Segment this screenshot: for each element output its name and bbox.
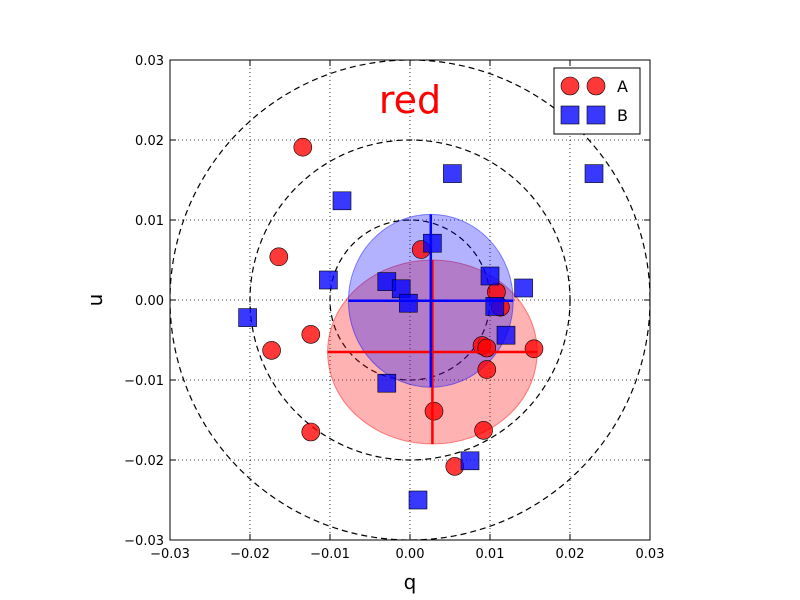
point-a (524, 339, 544, 359)
legend-marker-a (586, 76, 606, 96)
y-tick-label: 0.03 (135, 54, 164, 69)
reference-circle (249, 139, 571, 461)
legend-marker-b (560, 105, 580, 125)
point-b (480, 266, 500, 286)
point-b (423, 233, 442, 253)
point-a (424, 401, 444, 421)
y-tick-label: 0.02 (135, 134, 164, 149)
data-points (238, 137, 604, 510)
point-a (474, 421, 493, 440)
point-a (269, 247, 289, 267)
x-tick-label: 0.00 (396, 547, 425, 562)
point-b (377, 373, 397, 393)
legend-label-a: A (617, 77, 628, 96)
point-a (477, 360, 497, 379)
point-b (584, 164, 604, 183)
y-tick-label: 0.01 (135, 214, 164, 229)
legend-marker-a (560, 76, 580, 96)
x-axis-label: q (404, 570, 417, 594)
point-b (238, 308, 257, 327)
y-tick-label: −0.02 (124, 454, 164, 469)
point-a (262, 341, 281, 360)
point-b (514, 278, 533, 298)
point-a (301, 422, 321, 442)
point-a (477, 338, 497, 358)
legend-label-b: B (617, 106, 628, 125)
y-tick-label: 0.00 (135, 294, 164, 309)
x-tick-label: −0.03 (150, 547, 190, 562)
point-b (496, 325, 516, 345)
chart-title: red (379, 78, 441, 122)
point-b (460, 451, 480, 471)
point-a (301, 325, 321, 344)
point-b (408, 490, 428, 510)
x-tick-label: −0.02 (230, 547, 270, 562)
point-b (399, 293, 418, 313)
axis-ticks: −0.03 −0.02 −0.01 0.00 0.01 0.02 0.03 −0.03 −0.0… (124, 54, 664, 562)
legend: AB (553, 67, 641, 135)
point-b (319, 270, 338, 290)
point-b (443, 164, 462, 183)
y-tick-label: −0.01 (124, 374, 164, 389)
legend-marker-b (586, 105, 606, 125)
x-tick-label: 0.03 (636, 547, 665, 562)
x-tick-label: 0.02 (556, 547, 585, 562)
y-tick-label: −0.03 (124, 534, 164, 549)
x-tick-label: −0.01 (310, 547, 350, 562)
point-b (332, 191, 352, 211)
x-tick-label: 0.01 (476, 547, 505, 562)
point-a (293, 137, 313, 157)
y-axis-label: u (83, 294, 107, 307)
